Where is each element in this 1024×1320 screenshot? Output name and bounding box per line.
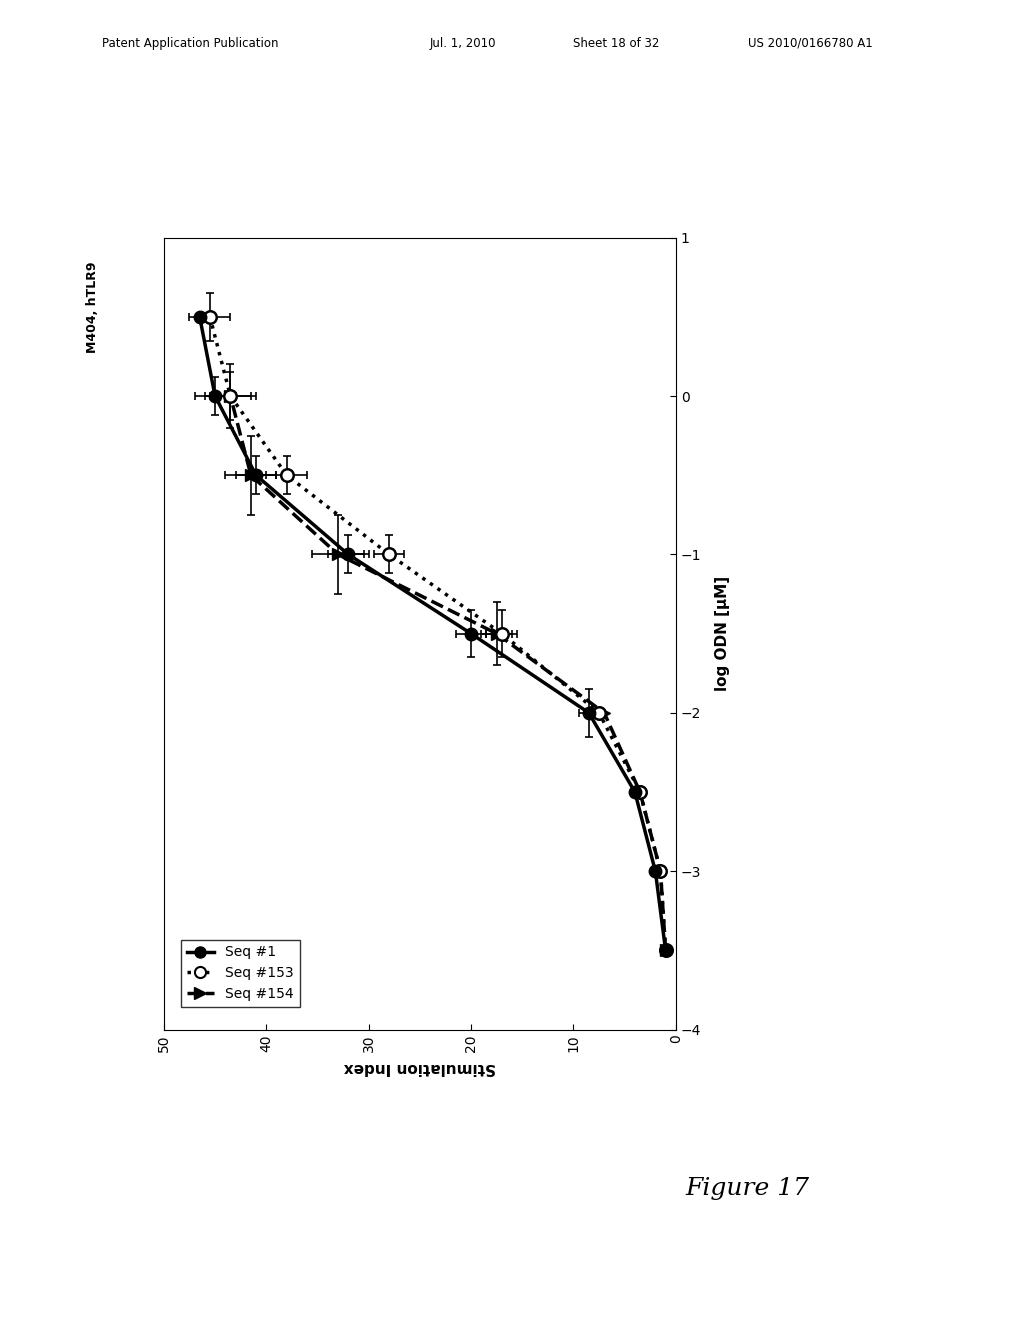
Text: US 2010/0166780 A1: US 2010/0166780 A1 [748,37,872,50]
Text: Sheet 18 of 32: Sheet 18 of 32 [573,37,659,50]
Text: Patent Application Publication: Patent Application Publication [102,37,279,50]
Text: M404, hTLR9: M404, hTLR9 [86,261,98,352]
X-axis label: Stimulation Index: Stimulation Index [344,1060,496,1076]
Y-axis label: log ODN [µM]: log ODN [µM] [715,576,730,692]
Text: Jul. 1, 2010: Jul. 1, 2010 [430,37,497,50]
Legend: Seq #1, Seq #153, Seq #154: Seq #1, Seq #153, Seq #154 [181,940,300,1007]
Text: Figure 17: Figure 17 [685,1176,810,1200]
